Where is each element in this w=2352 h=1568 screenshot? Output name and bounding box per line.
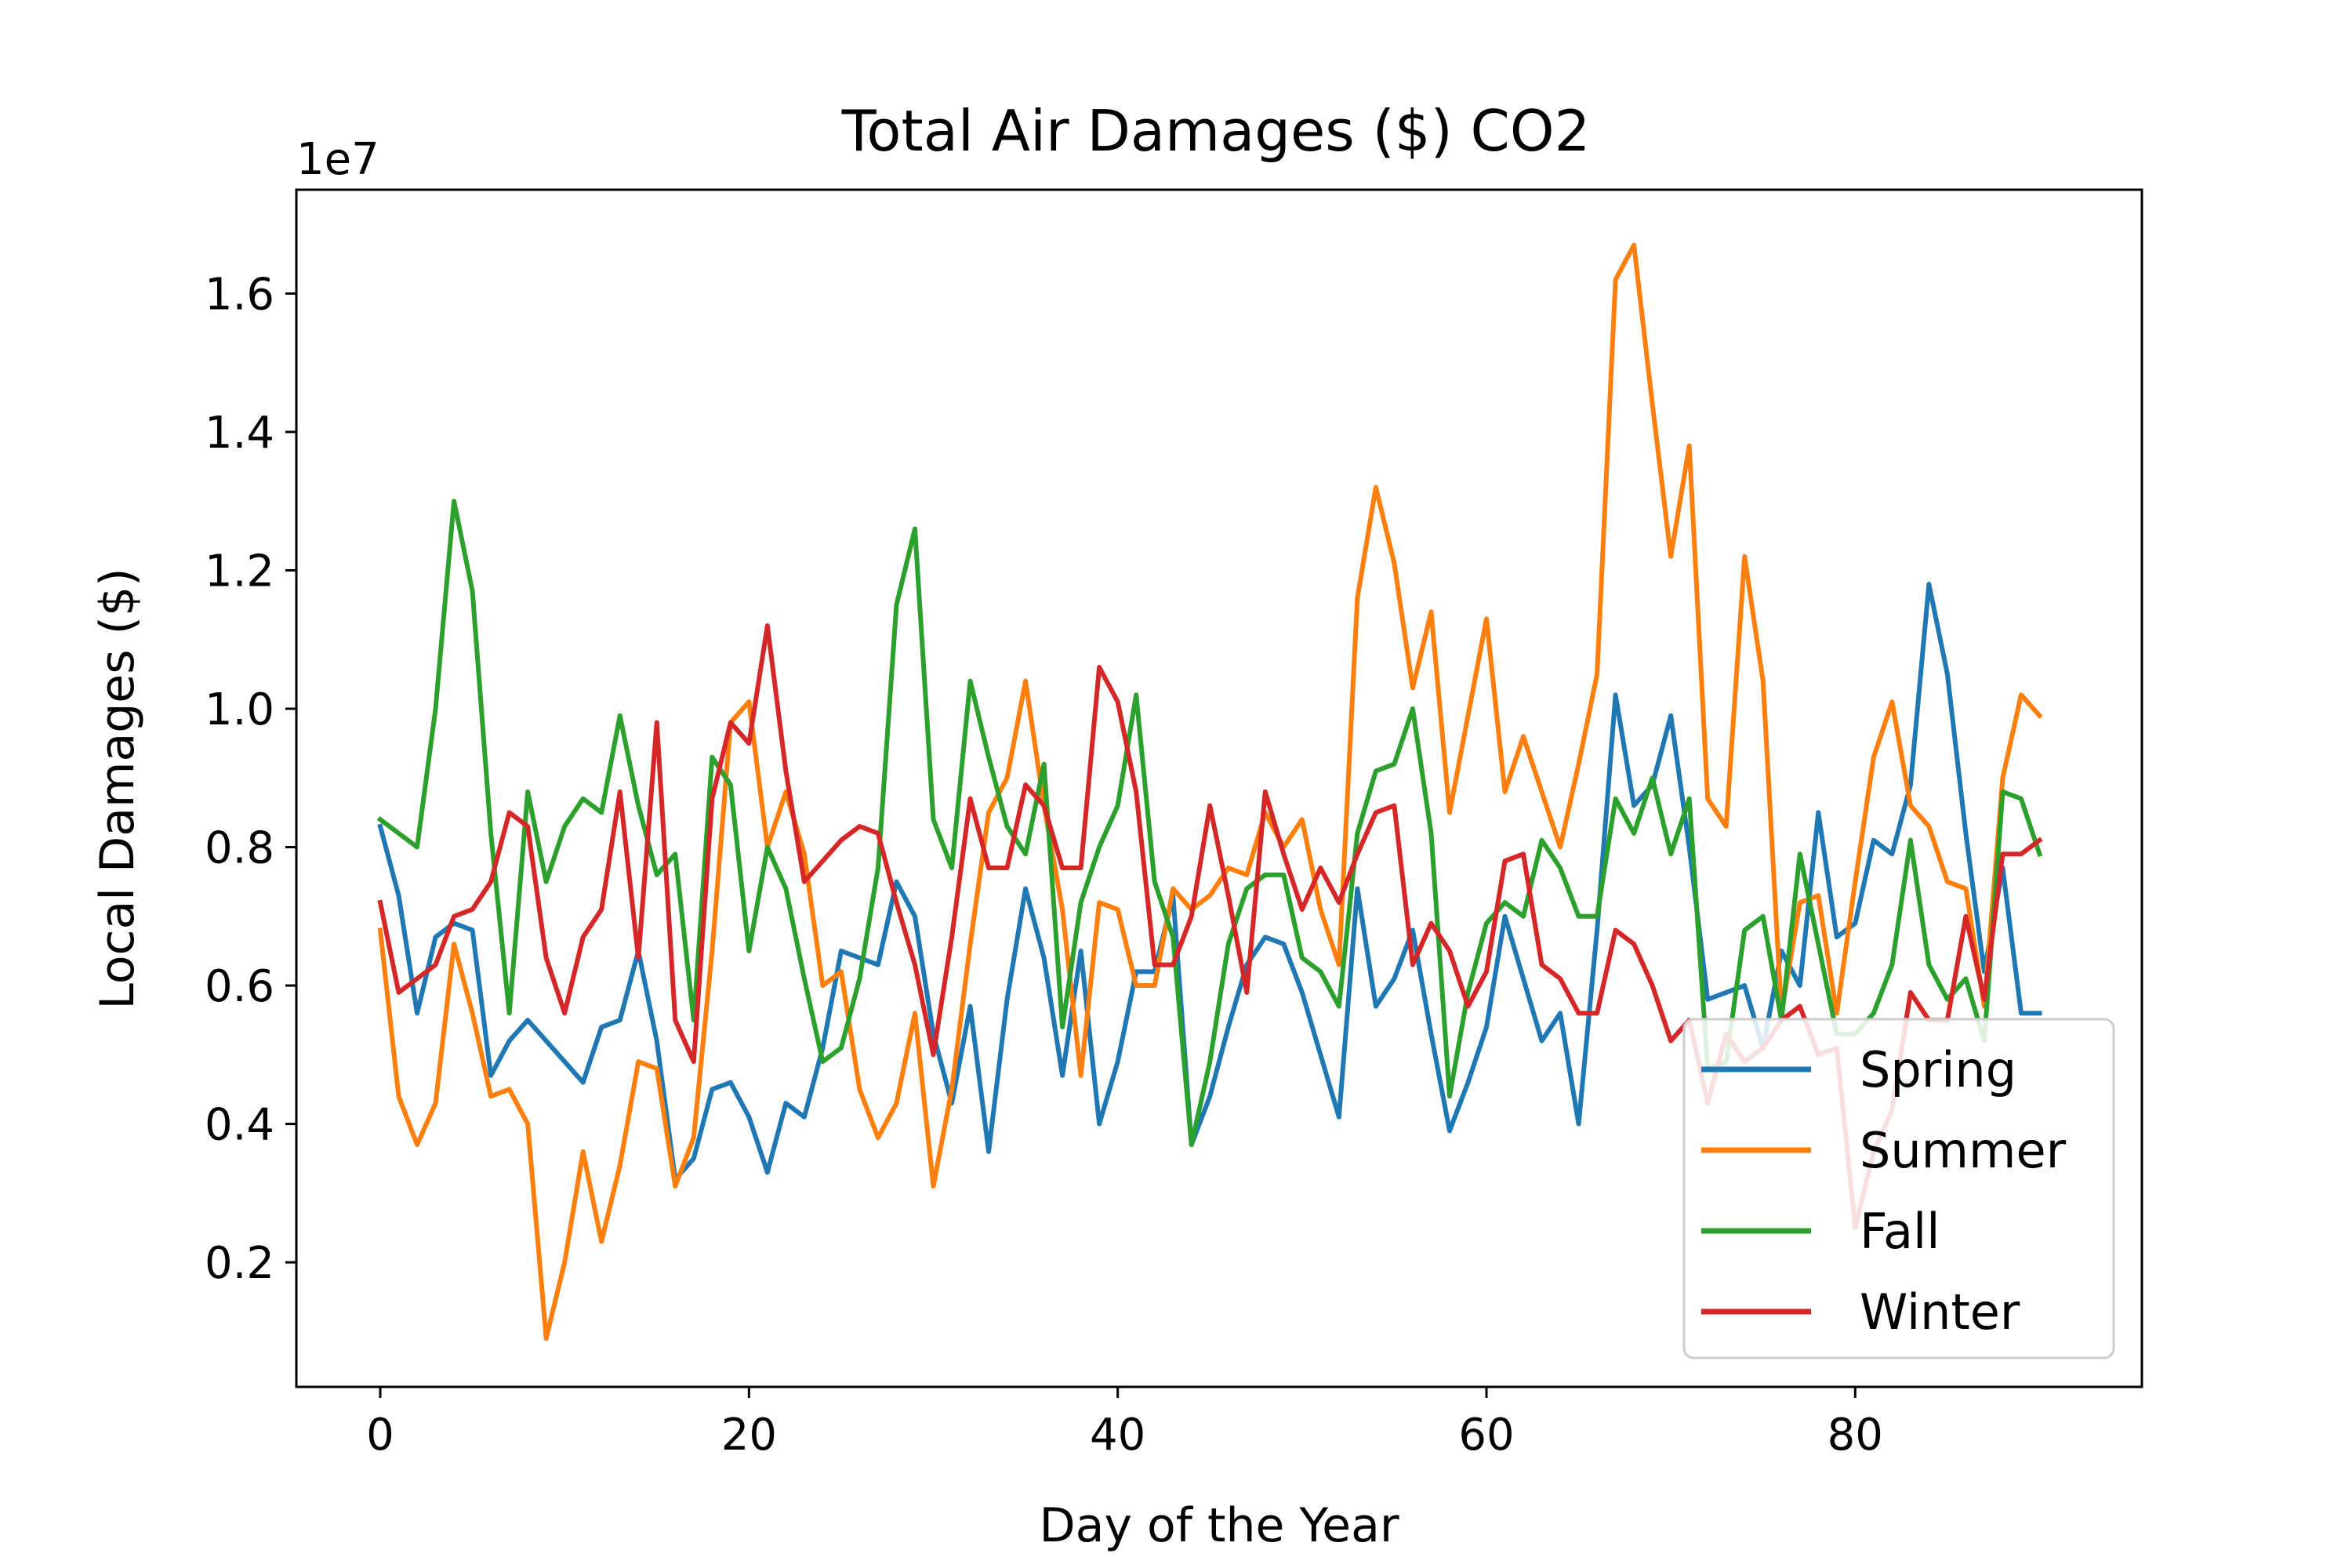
x-tick-label: 0 bbox=[366, 1410, 394, 1461]
x-tick-label: 20 bbox=[721, 1410, 777, 1461]
x-axis-label: Day of the Year bbox=[1039, 1498, 1399, 1553]
legend: Spring Summer Fall Winter bbox=[1682, 1018, 2115, 1359]
chart-title: Total Air Damages ($) CO2 bbox=[841, 98, 1591, 164]
y-offset-label: 1e7 bbox=[296, 134, 379, 185]
y-tick-label: 0.2 bbox=[205, 1238, 274, 1289]
y-tick-label: 0.8 bbox=[205, 823, 274, 874]
legend-label-winter: Winter bbox=[1860, 1283, 2020, 1341]
plot-frame bbox=[295, 188, 2143, 1388]
y-tick-label: 0.6 bbox=[205, 961, 274, 1012]
series-line-fall bbox=[376, 499, 2043, 1148]
y-axis-label: Local Damages ($) bbox=[90, 568, 145, 1009]
y-tick-label: 1.6 bbox=[205, 269, 274, 320]
x-tick-label: 60 bbox=[1458, 1410, 1514, 1461]
x-tick-label: 40 bbox=[1090, 1410, 1145, 1461]
y-tick-label: 1.0 bbox=[205, 684, 274, 735]
x-ticks: 0 20 40 60 80 bbox=[366, 1387, 1883, 1461]
legend-label-summer: Summer bbox=[1860, 1122, 2067, 1179]
series-line-summer bbox=[377, 242, 2043, 1341]
legend-label-fall: Fall bbox=[1860, 1203, 1940, 1260]
y-ticks: 0.2 0.4 0.6 0.8 1.0 1.2 1.4 1.6 bbox=[205, 269, 296, 1289]
y-tick-label: 1.2 bbox=[205, 546, 274, 597]
y-tick-label: 1.4 bbox=[205, 408, 274, 459]
y-tick-label: 0.4 bbox=[205, 1100, 274, 1151]
legend-label-spring: Spring bbox=[1860, 1041, 2016, 1098]
x-tick-label: 80 bbox=[1828, 1410, 1883, 1461]
legend-box bbox=[1682, 1018, 2115, 1359]
